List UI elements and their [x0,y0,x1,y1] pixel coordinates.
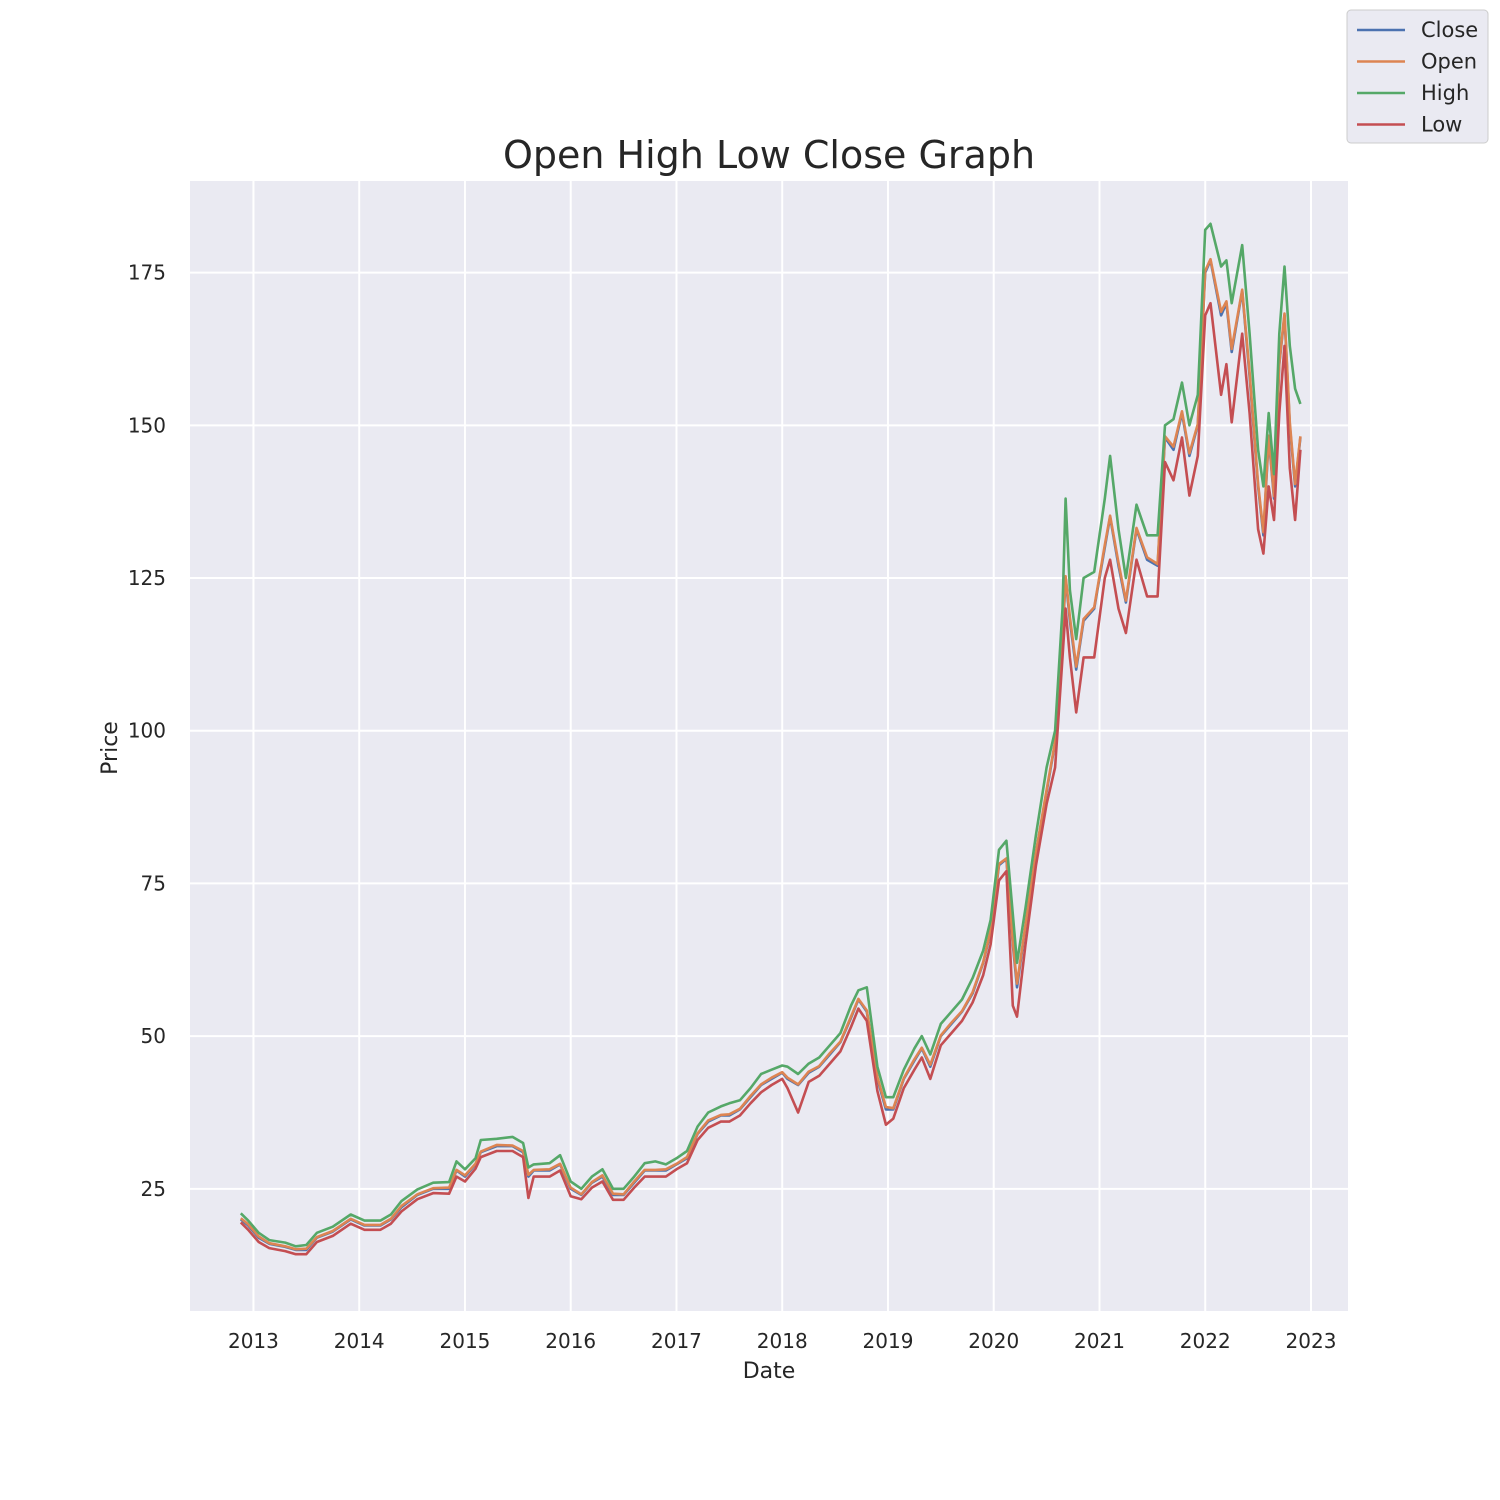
x-tick-label: 2022 [1180,1329,1231,1353]
y-tick-label: 100 [128,719,166,743]
legend-label-open: Open [1421,50,1477,74]
legend-label-high: High [1421,81,1469,105]
x-tick-label: 2023 [1286,1329,1337,1353]
x-tick-label: 2013 [228,1329,279,1353]
plot-area [190,181,1348,1311]
y-tick-label: 150 [128,413,166,437]
y-axis-title: Price [98,721,123,775]
y-tick-label: 175 [128,261,166,285]
x-tick-label: 2017 [651,1329,702,1353]
y-axis-ticks: 25 50 75 100 125 150 175 [128,261,166,1201]
legend-label-close: Close [1421,18,1478,42]
x-tick-label: 2018 [757,1329,808,1353]
grid-lines [190,181,1348,1311]
x-tick-label: 2020 [968,1329,1019,1353]
x-tick-label: 2019 [863,1329,914,1353]
series-lines [239,222,1302,1256]
y-tick-label: 75 [141,871,166,895]
x-tick-label: 2021 [1074,1329,1125,1353]
x-axis-title: Date [743,1359,796,1384]
series-line-open [239,257,1302,1251]
x-tick-label: 2014 [334,1329,385,1353]
series-line-high [239,222,1302,1248]
legend-label-low: Low [1421,113,1462,137]
y-tick-label: 25 [141,1177,166,1201]
x-tick-label: 2015 [440,1329,491,1353]
x-tick-label: 2016 [545,1329,596,1353]
series-line-low [239,301,1302,1256]
legend: Close Open High Low [1346,9,1489,144]
legend-box [1346,9,1489,144]
x-axis-ticks: 2013 2014 2015 2016 2017 2018 2019 2020 2021 2022… [228,1329,1336,1353]
y-tick-label: 50 [141,1024,166,1048]
chart-title: Open High Low Close Graph [503,133,1035,177]
y-tick-label: 125 [128,566,166,590]
